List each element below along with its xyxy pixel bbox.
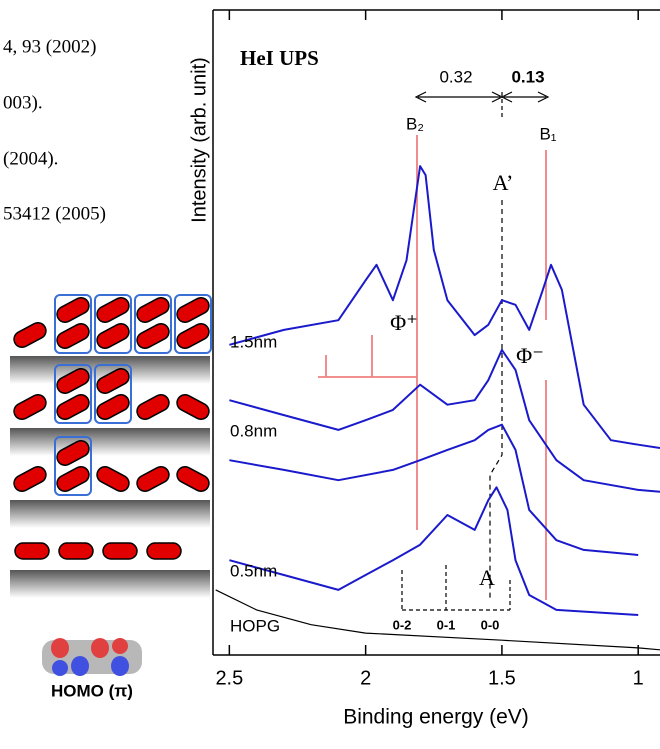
substrate — [10, 570, 210, 598]
annotation: B₁ — [539, 124, 556, 143]
spectrum — [229, 423, 639, 556]
spectrum — [229, 165, 660, 449]
spectrum — [229, 486, 639, 616]
schematic: HOMO (π) — [10, 294, 213, 700]
orbital-label: HOMO (π) — [51, 681, 133, 700]
annotation: A — [479, 565, 495, 590]
reference: 53412 (2005) — [3, 203, 106, 224]
x-tick-label: 1.5 — [488, 667, 516, 689]
shift-arrows — [414, 91, 550, 600]
spectrum — [229, 348, 660, 493]
x-tick-label: 2.5 — [215, 667, 243, 689]
reference: 003). — [3, 92, 43, 113]
substrate — [10, 500, 210, 528]
annotation: Φ⁻ — [516, 343, 544, 368]
annotation: Φ⁺ — [390, 310, 418, 335]
series-label: 0.5nm — [230, 561, 277, 580]
homo-orbital — [42, 638, 142, 676]
annotation: 0-1 — [437, 617, 456, 632]
spectrum — [215, 589, 660, 651]
annotation: 0.32 — [439, 67, 472, 86]
series-label: 0.8nm — [230, 421, 277, 440]
series-label: 1.5nm — [230, 332, 277, 351]
y-axis-label: Intensity (arb. unit) — [188, 57, 210, 223]
substrate — [10, 428, 210, 456]
annotation: 0-2 — [393, 617, 412, 632]
annotation: 0.13 — [511, 67, 544, 86]
reference: 4, 93 (2002) — [3, 36, 96, 57]
plot: HeI UPS Intensity (arb. unit) Binding en… — [188, 9, 660, 729]
annotation: B₂ — [406, 114, 424, 133]
chart-title: HeI UPS — [240, 46, 319, 70]
reference: (2004). — [3, 148, 58, 169]
x-tick-label: 1 — [633, 667, 644, 689]
x-tick-label: 2 — [360, 667, 371, 689]
annotation: 0-0 — [481, 617, 500, 632]
series-label: HOPG — [230, 616, 280, 635]
vibronic-bracket — [401, 565, 511, 611]
x-axis-label: Binding energy (eV) — [343, 706, 529, 729]
annotation: A’ — [493, 170, 514, 195]
references: 4, 93 (2002) 003). (2004). 53412 (2005) — [3, 36, 106, 224]
reference-lines — [318, 135, 547, 600]
